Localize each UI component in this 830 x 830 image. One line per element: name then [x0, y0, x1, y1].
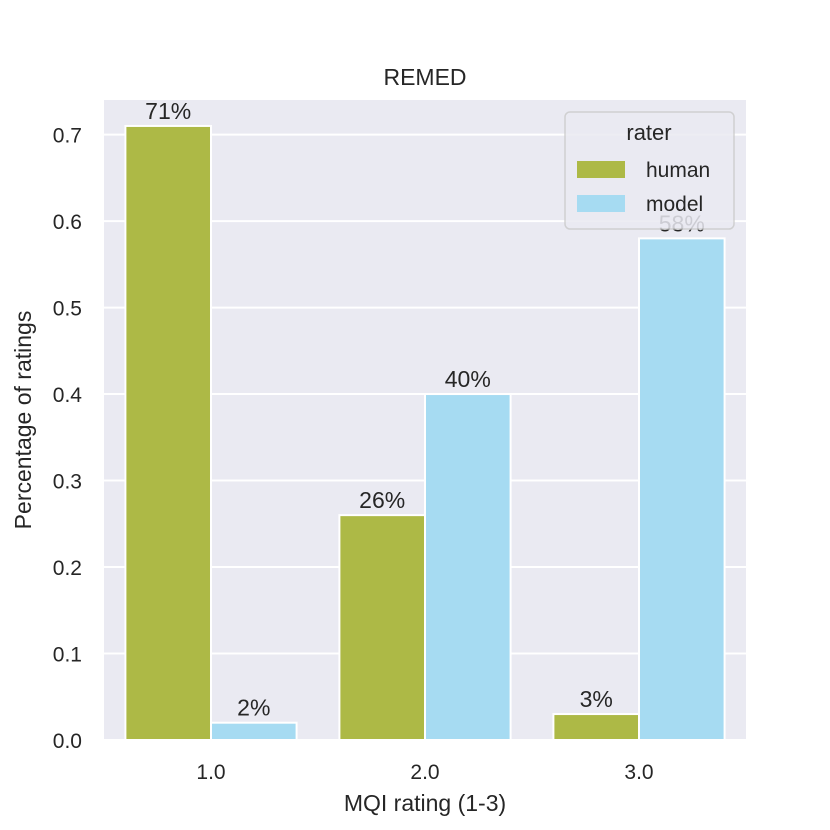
y-tick-label: 0.5: [53, 298, 82, 321]
y-tick-label: 0.3: [53, 471, 82, 494]
y-tick-label: 0.0: [53, 730, 82, 753]
bar-model: [210, 721, 298, 741]
y-tick-label: 0.7: [53, 125, 82, 148]
bar-human: [552, 713, 641, 742]
y-tick-label: 0.2: [53, 557, 82, 580]
legend-label-model: model: [646, 193, 703, 216]
data-label-human: 3%: [580, 686, 613, 712]
data-label-human: 26%: [359, 487, 405, 513]
y-axis-label: Percentage of ratings: [10, 311, 36, 530]
data-label-model: 2%: [237, 695, 270, 721]
y-axis-ticks: 0.0 0.1 0.2 0.3 0.4 0.5 0.6 0.7: [53, 125, 83, 753]
x-tick-label: 2.0: [410, 761, 439, 784]
y-tick-label: 0.6: [53, 211, 82, 234]
bars: [124, 124, 726, 742]
legend-title: rater: [626, 120, 671, 145]
x-tick-label: 1.0: [196, 761, 225, 784]
bar-model: [424, 393, 512, 741]
data-label-human: 71%: [145, 98, 191, 124]
data-labels: 71%2%26%40%3%58%: [145, 98, 705, 721]
x-axis-label: MQI rating (1-3): [344, 790, 506, 816]
bar-human: [338, 514, 426, 741]
bar-human: [124, 124, 212, 742]
legend: rater human model: [564, 111, 735, 230]
chart-title: REMED: [383, 64, 466, 90]
legend-swatch-human: [577, 161, 625, 178]
bar-model: [638, 237, 726, 741]
data-label-model: 40%: [445, 366, 491, 392]
legend-label-human: human: [646, 159, 710, 182]
legend-swatch-model: [577, 195, 625, 212]
y-tick-label: 0.4: [53, 384, 83, 407]
x-tick-label: 3.0: [624, 761, 653, 784]
x-axis-ticks: 1.0 2.0 3.0: [196, 761, 653, 784]
y-tick-label: 0.1: [53, 644, 82, 667]
